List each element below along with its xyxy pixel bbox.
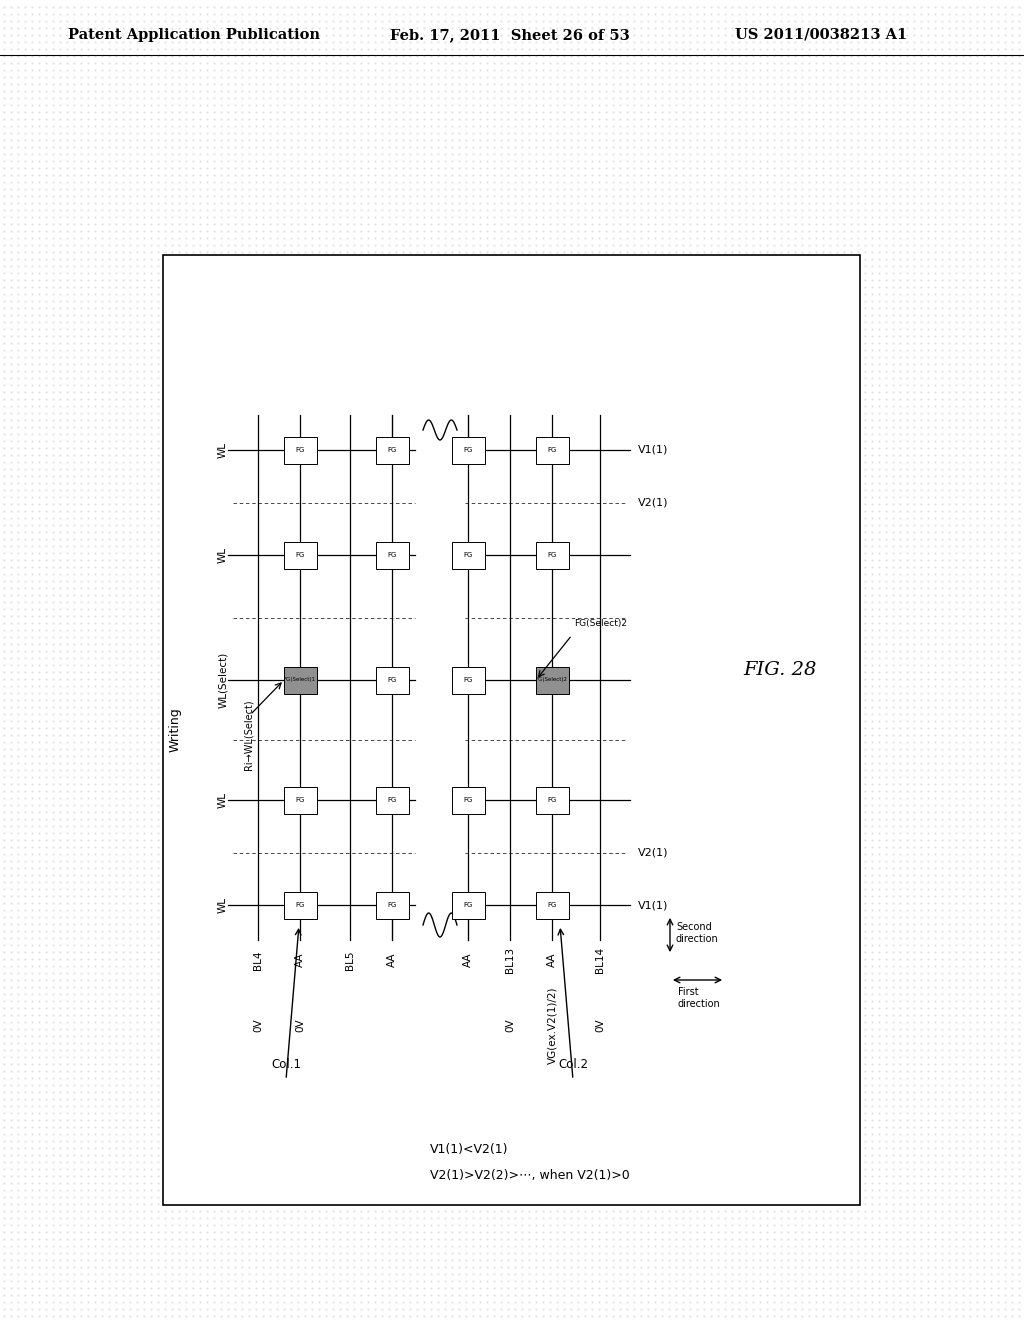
- Text: FG: FG: [387, 552, 396, 558]
- Text: AA: AA: [547, 953, 557, 968]
- Text: WL(Select): WL(Select): [218, 652, 228, 708]
- Text: Writing: Writing: [169, 708, 181, 752]
- Bar: [376, 541, 409, 569]
- Bar: [284, 667, 316, 693]
- Text: FG(Select)2: FG(Select)2: [574, 619, 627, 628]
- Text: WL: WL: [218, 898, 228, 913]
- Text: AA: AA: [295, 953, 305, 968]
- Text: First
direction: First direction: [678, 987, 721, 1008]
- Bar: [452, 437, 484, 463]
- Text: 0V: 0V: [253, 1018, 263, 1032]
- Text: Second
direction: Second direction: [676, 923, 719, 944]
- Text: 0V: 0V: [295, 1018, 305, 1032]
- Text: FG: FG: [295, 447, 305, 453]
- Text: FG: FG: [547, 447, 557, 453]
- Text: V2(1): V2(1): [638, 498, 669, 507]
- Bar: [452, 667, 484, 693]
- Text: FG(Select)1: FG(Select)1: [284, 677, 316, 682]
- Text: V1(1): V1(1): [638, 445, 669, 455]
- Text: FG: FG: [547, 902, 557, 908]
- Bar: [376, 667, 409, 693]
- Bar: [536, 437, 568, 463]
- Text: Col.2: Col.2: [558, 1059, 588, 1072]
- Text: BL13: BL13: [505, 946, 515, 973]
- Bar: [376, 437, 409, 463]
- Text: FG: FG: [463, 552, 473, 558]
- Text: 0V: 0V: [505, 1018, 515, 1032]
- Text: WL: WL: [218, 546, 228, 564]
- Text: FG: FG: [295, 552, 305, 558]
- Text: FG: FG: [387, 797, 396, 803]
- Bar: [536, 891, 568, 919]
- Text: Patent Application Publication: Patent Application Publication: [68, 28, 319, 42]
- Bar: [536, 667, 568, 693]
- Bar: [452, 891, 484, 919]
- Text: AA: AA: [463, 953, 473, 968]
- Text: BL14: BL14: [595, 946, 605, 973]
- Text: FG: FG: [387, 677, 396, 682]
- Bar: [284, 541, 316, 569]
- Text: WL: WL: [218, 792, 228, 808]
- Text: FG: FG: [463, 447, 473, 453]
- Text: FG: FG: [463, 902, 473, 908]
- Text: FIG. 28: FIG. 28: [743, 661, 817, 678]
- Text: WL: WL: [218, 442, 228, 458]
- Bar: [452, 787, 484, 813]
- Bar: [284, 891, 316, 919]
- Text: FG: FG: [295, 797, 305, 803]
- Bar: [536, 541, 568, 569]
- Text: US 2011/0038213 A1: US 2011/0038213 A1: [735, 28, 907, 42]
- Text: FG: FG: [387, 902, 396, 908]
- Text: FG: FG: [295, 902, 305, 908]
- Bar: [163, 255, 860, 1205]
- Bar: [536, 787, 568, 813]
- Text: Col.1: Col.1: [271, 1059, 301, 1072]
- Bar: [284, 787, 316, 813]
- Bar: [452, 541, 484, 569]
- Text: FG: FG: [547, 797, 557, 803]
- Text: VG(ex.V2(1)/2): VG(ex.V2(1)/2): [547, 986, 557, 1064]
- Text: 0V: 0V: [595, 1018, 605, 1032]
- Text: FG: FG: [547, 552, 557, 558]
- Text: FG: FG: [463, 797, 473, 803]
- Text: V1(1): V1(1): [638, 900, 669, 909]
- Text: AA: AA: [387, 953, 397, 968]
- Text: Feb. 17, 2011  Sheet 26 of 53: Feb. 17, 2011 Sheet 26 of 53: [390, 28, 630, 42]
- Bar: [376, 891, 409, 919]
- Text: BL5: BL5: [345, 950, 355, 970]
- Text: BL4: BL4: [253, 950, 263, 970]
- Bar: [376, 787, 409, 813]
- Text: FG: FG: [387, 447, 396, 453]
- Text: FG: FG: [463, 677, 473, 682]
- Text: Ri→WL(Select): Ri→WL(Select): [243, 700, 253, 771]
- Bar: [284, 437, 316, 463]
- Text: V2(1)>V2(2)>⋯, when V2(1)>0: V2(1)>V2(2)>⋯, when V2(1)>0: [430, 1168, 630, 1181]
- Text: FG(Select)2: FG(Select)2: [536, 677, 568, 682]
- Text: V2(1): V2(1): [638, 847, 669, 858]
- Text: V1(1)<V2(1): V1(1)<V2(1): [430, 1143, 509, 1156]
